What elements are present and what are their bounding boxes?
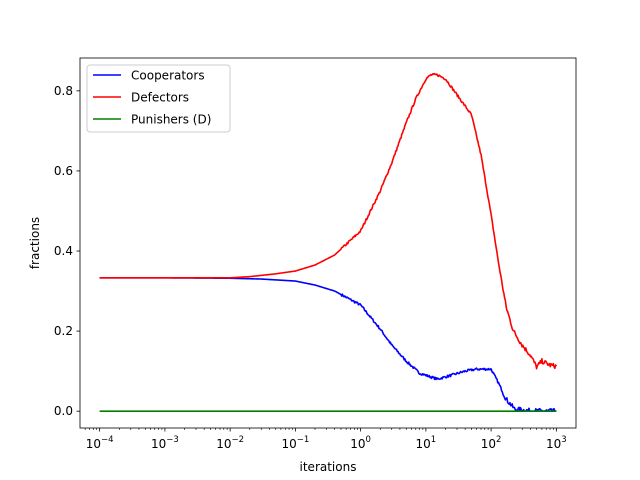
plot-frame [79, 57, 577, 429]
legend-label: Cooperators [131, 69, 205, 83]
series-layer [99, 72, 558, 412]
y-tick-label: 0.2 [54, 324, 73, 338]
y-axis: 0.0 0.2 0.4 0.6 0.8 [54, 84, 80, 418]
legend-label: Punishers (D) [131, 113, 211, 127]
x-tick-label: 10−1 [281, 435, 309, 451]
x-axis: 10−4 10−3 10−2 10−1 100 101 102 103 [84, 428, 567, 451]
x-tick-label: 102 [481, 435, 502, 451]
y-tick-label: 0.0 [54, 404, 73, 418]
legend: Cooperators Defectors Punishers (D) [86, 64, 231, 133]
x-tick-label: 10−3 [151, 435, 179, 451]
y-tick-label: 0.4 [54, 244, 73, 258]
legend-label: Defectors [131, 91, 189, 105]
x-tick-label: 10−4 [86, 435, 114, 451]
series-line-defectors [99, 72, 558, 370]
x-tick-label: 101 [416, 435, 437, 451]
x-tick-label: 10−2 [216, 435, 244, 451]
legend-frame [86, 64, 231, 133]
x-tick-label: 103 [546, 435, 567, 451]
x-axis-label: iterations [300, 460, 357, 474]
y-tick-label: 0.8 [54, 84, 73, 98]
x-tick-label: 100 [350, 435, 371, 451]
y-tick-label: 0.6 [54, 164, 73, 178]
y-axis-label: fractions [28, 217, 42, 269]
